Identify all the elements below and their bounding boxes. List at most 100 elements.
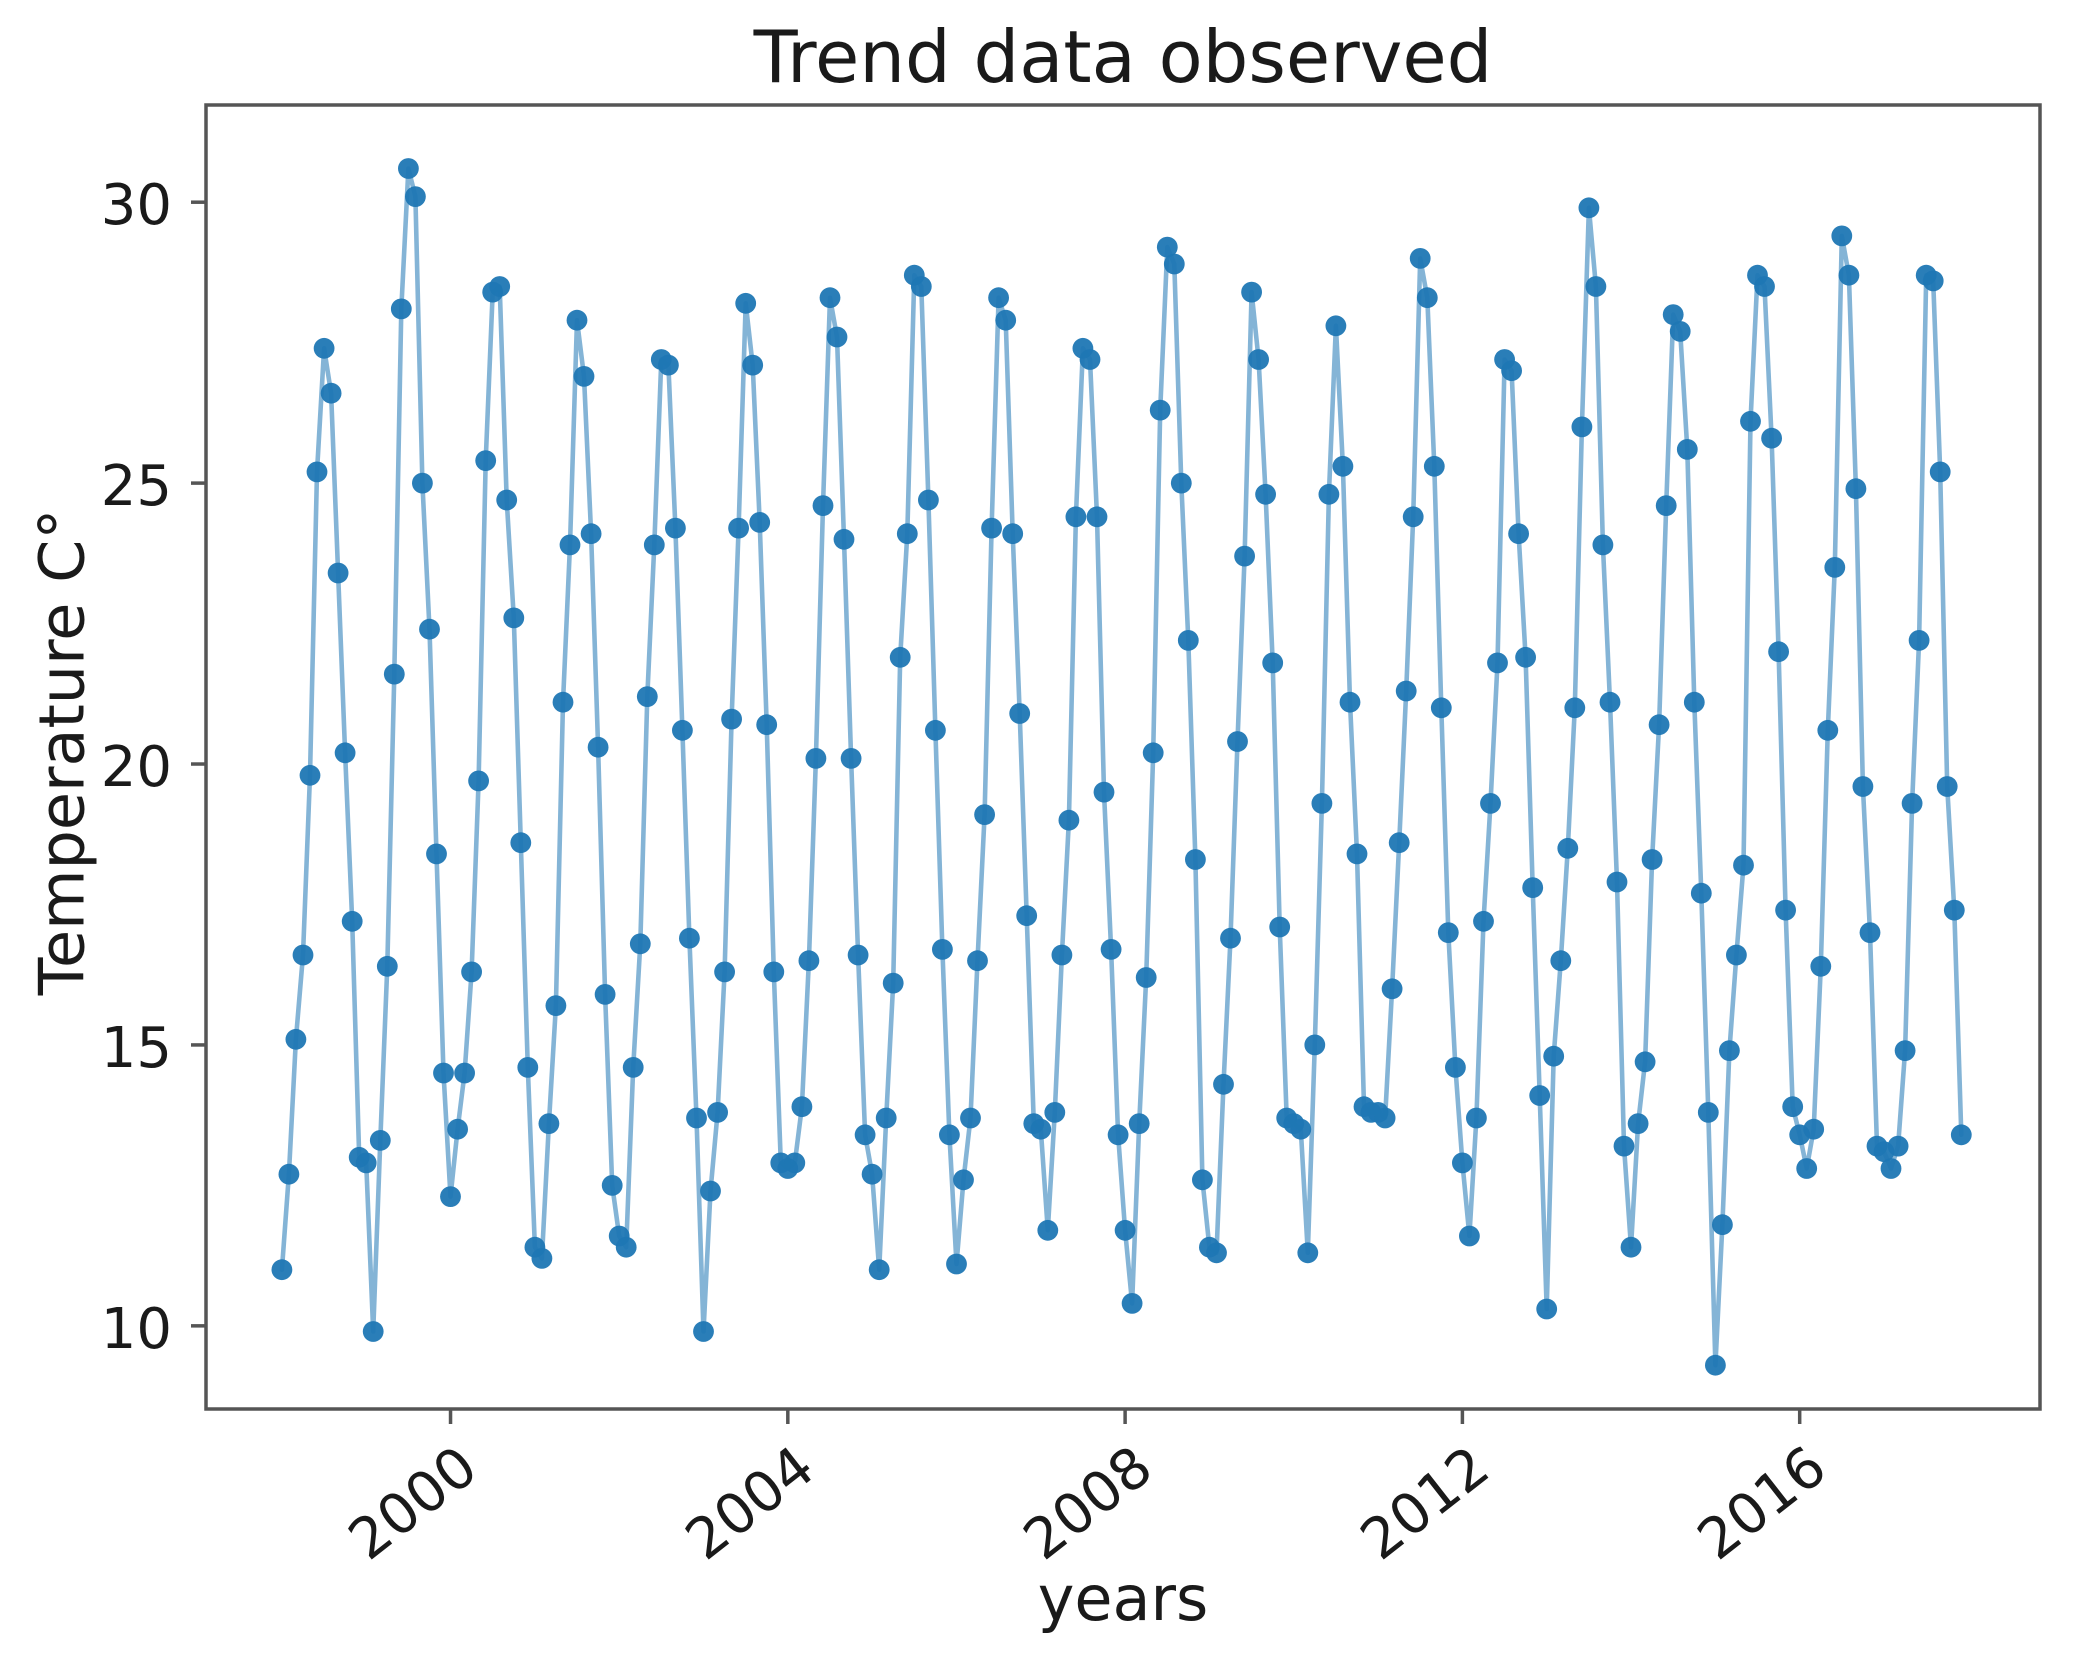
data-point-marker <box>1058 809 1080 831</box>
data-point-marker <box>1669 321 1691 342</box>
data-point-marker <box>932 939 953 960</box>
data-point-marker <box>1887 1135 1909 1157</box>
data-point-marker <box>398 158 419 179</box>
data-point-marker <box>405 186 426 208</box>
data-point-marker <box>1648 714 1670 736</box>
data-point-marker <box>629 933 651 955</box>
data-point-marker <box>1697 1102 1719 1123</box>
data-point-marker <box>672 719 693 741</box>
data-point-marker <box>1149 399 1171 421</box>
data-point-marker <box>946 1253 967 1275</box>
data-point-marker <box>447 1118 468 1140</box>
data-point-marker <box>1156 236 1178 258</box>
data-point-marker <box>791 1096 813 1118</box>
data-point-marker <box>341 910 363 932</box>
data-point-marker <box>995 309 1017 331</box>
data-point-marker <box>889 646 911 668</box>
data-point-marker <box>742 354 764 376</box>
data-point-marker <box>1304 1034 1326 1056</box>
data-point-marker <box>805 748 827 769</box>
data-point-marker <box>355 1152 377 1174</box>
data-point-marker <box>496 489 518 511</box>
data-point-marker <box>1459 1225 1480 1247</box>
data-point-marker <box>1093 781 1115 803</box>
data-point-marker <box>1325 315 1347 337</box>
data-point-marker <box>1255 483 1276 505</box>
data-point-marker <box>1079 349 1101 370</box>
data-point-marker <box>714 961 735 983</box>
data-point-marker <box>601 1175 623 1196</box>
data-point-marker <box>1592 534 1614 556</box>
data-point-marker <box>1051 944 1073 966</box>
data-point-marker <box>1114 1219 1136 1241</box>
plot-frame <box>204 103 2042 1411</box>
y-tick-label: 10 <box>100 1296 172 1362</box>
data-point-marker <box>1627 1113 1649 1134</box>
data-point-marker <box>1508 523 1529 545</box>
data-point-marker <box>517 1057 539 1078</box>
data-point-marker <box>1290 1118 1312 1140</box>
data-point-marker <box>1536 1298 1558 1320</box>
data-point-marker <box>383 663 405 685</box>
data-point-marker <box>1009 703 1031 724</box>
data-point-marker <box>306 461 328 483</box>
data-point-marker <box>1128 1113 1150 1134</box>
data-point-marker <box>1065 506 1087 528</box>
data-point-marker <box>433 1062 454 1084</box>
data-point-marker <box>1908 630 1930 651</box>
data-point-marker <box>552 691 574 713</box>
data-point-marker <box>531 1248 553 1269</box>
data-point-marker <box>1726 944 1747 966</box>
data-point-marker <box>334 742 356 764</box>
data-point-marker <box>1578 197 1600 219</box>
data-point-marker <box>454 1062 475 1084</box>
data-point-marker <box>735 292 757 314</box>
data-point-marker <box>278 1163 300 1185</box>
data-point-marker <box>925 719 946 741</box>
data-point-marker <box>320 382 342 404</box>
data-point-marker <box>988 287 1009 309</box>
data-point-marker <box>426 843 447 865</box>
data-point-marker <box>594 984 616 1005</box>
data-point-marker <box>1206 1242 1227 1264</box>
data-point-marker <box>1564 697 1586 719</box>
data-point-marker <box>1606 871 1628 893</box>
data-point-marker <box>1936 776 1958 797</box>
data-point-marker <box>1634 1051 1656 1073</box>
data-point-marker <box>1529 1085 1551 1106</box>
data-point-marker <box>763 961 785 983</box>
data-point-marker <box>1676 439 1698 460</box>
data-point-marker <box>875 1107 897 1129</box>
data-point-marker <box>643 534 665 556</box>
data-point-marker <box>967 950 988 972</box>
data-point-marker <box>798 950 820 972</box>
data-point-marker <box>847 944 869 966</box>
data-point-marker <box>1437 922 1459 943</box>
data-point-marker <box>580 523 602 545</box>
data-point-marker <box>1599 691 1621 713</box>
data-point-marker <box>376 955 398 977</box>
data-point-marker <box>658 354 679 376</box>
data-point-marker <box>285 1028 307 1050</box>
data-point-marker <box>1901 793 1923 814</box>
data-point-marker <box>1388 832 1410 854</box>
data-point-marker <box>1121 1293 1143 1314</box>
data-point-marker <box>882 972 904 994</box>
data-point-marker <box>896 523 918 545</box>
data-point-marker <box>833 528 855 550</box>
data-point-marker <box>1452 1152 1473 1174</box>
data-point-marker <box>369 1130 391 1151</box>
data-point-marker <box>1297 1242 1319 1264</box>
data-point-marker <box>559 534 581 556</box>
data-point-marker <box>566 309 588 331</box>
data-point-marker <box>1557 837 1579 859</box>
data-point-marker <box>1402 506 1424 528</box>
data-point-marker <box>1480 793 1501 814</box>
data-point-marker <box>636 686 658 707</box>
data-point-marker <box>1922 270 1944 292</box>
data-point-marker <box>981 517 1002 539</box>
data-point-marker <box>953 1169 974 1191</box>
data-point-marker <box>700 1180 721 1202</box>
